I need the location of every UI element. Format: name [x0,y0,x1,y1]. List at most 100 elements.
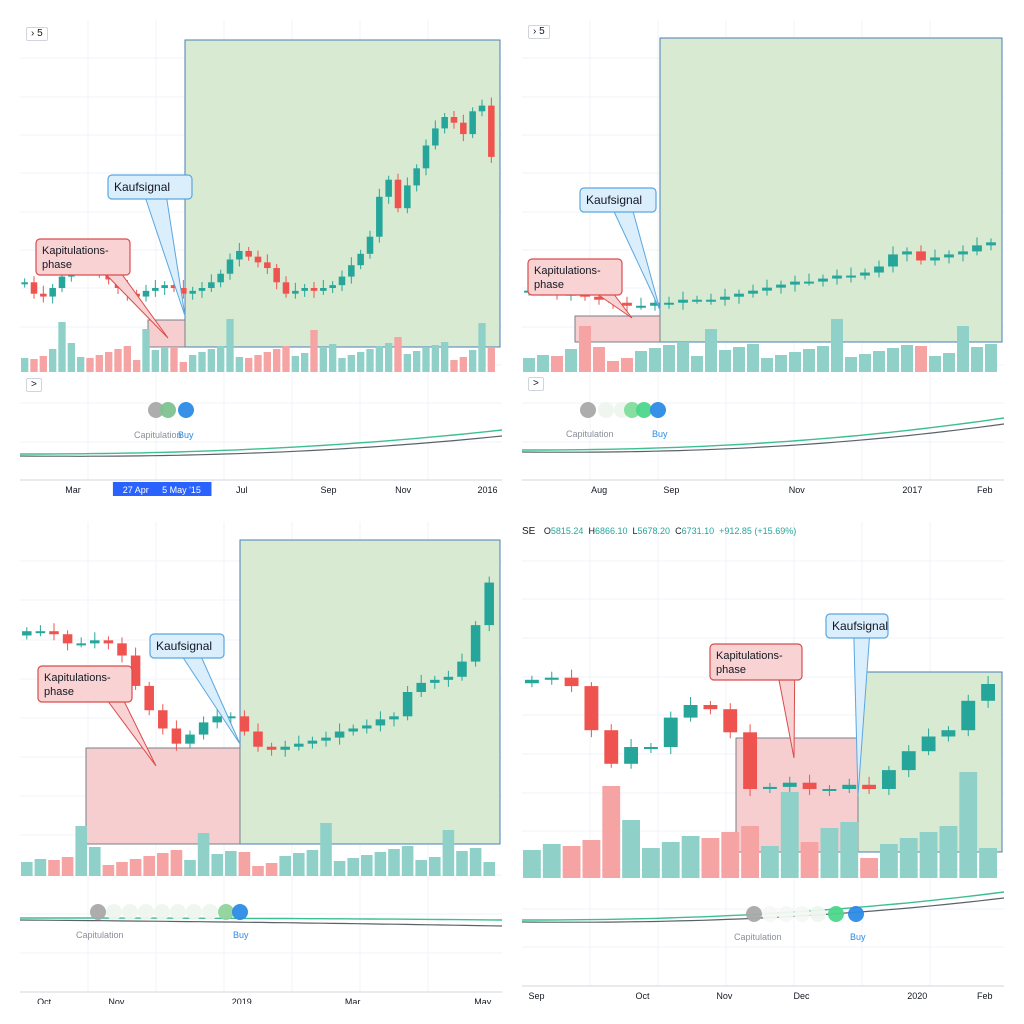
volume-bar [329,344,337,372]
x-tick-label: Nov [789,485,806,495]
ohlc-low: 5678.20 [637,526,671,536]
kaufsignal-callout [579,187,657,213]
indicator-dot [170,904,186,920]
indicator-dot [762,906,778,922]
volume-bar [733,347,745,372]
volume-bar [761,846,779,878]
volume-bar [226,319,234,372]
kapitulation-text-line1: Kapitulations- [716,650,783,662]
candle-body [484,582,494,626]
interval-badge-tl[interactable]: › 5 [26,27,48,41]
interval-badge-tr[interactable]: › 5 [528,25,550,39]
candle-body [217,273,224,283]
indicator-dot [794,906,810,922]
indicator-dot [154,904,170,920]
volume-bar [761,358,773,372]
x-tick-label: Sep [663,485,679,495]
volume-bar [116,862,128,876]
kaufsignal-text: Kaufsignal [586,193,642,207]
candle-body [144,685,154,711]
collapse-badge-tr[interactable]: > [528,377,544,391]
volume-bar [487,348,495,372]
candle-body [264,262,271,269]
candle-body [972,245,982,252]
volume-bar [58,322,66,372]
volume-bar [800,842,819,878]
x-tick-highlight [151,482,212,496]
indicator-dot [828,906,844,922]
volume-bar [415,860,427,876]
candle-body [348,265,355,277]
candle-body [130,655,141,686]
indicator-dot [232,904,248,920]
volume-bar [607,361,619,372]
volume-bar [338,358,346,372]
candle-body [103,640,114,644]
volume-bar [225,851,237,876]
chart-panel-bl: Capitulation Buy Kaufsignal Kapitulations-p… [20,522,502,1004]
volume-bar [361,855,373,876]
candle-body [239,716,250,732]
x-tick-label: 27 Apr '15 [123,485,163,495]
candle-body [692,299,702,302]
volume-bar [845,357,857,372]
candle-body [622,302,632,306]
volume-bar [211,854,223,876]
candle-body [488,105,495,157]
candle-body [544,677,559,680]
volume-bar [49,349,57,372]
volume-bar [775,355,787,372]
candle-body [266,746,277,750]
capitulation-zone [85,747,241,845]
volume-bar [429,857,441,876]
volume-bar [681,836,700,878]
volume-bar [642,848,660,878]
indicator-dot [218,904,234,920]
candle-body [40,293,47,297]
candle-body [226,716,236,719]
volume-bar [859,354,871,372]
indicator-dot [598,402,614,418]
kapitulation-text-line2: phase [716,664,746,676]
volume-bar [279,856,291,876]
volume-bar [929,356,941,372]
kaufsignal-text: Kaufsignal [832,619,888,633]
candle-body [334,731,345,738]
volume-bar [523,850,541,878]
candle-body [430,679,440,683]
volume-bar [333,861,346,876]
volume-bar [170,850,183,876]
collapse-badge-tl[interactable]: > [26,378,42,392]
candle-body [307,740,318,744]
x-tick-label: Feb [977,485,993,495]
volume-bar [273,349,281,372]
candle-body [30,282,38,294]
volume-bar [542,844,561,878]
capitulation-label: Capitulation [134,430,182,440]
candle-body [292,290,299,294]
candle-body [944,254,954,258]
candle-body [663,717,678,747]
volume-bar [478,323,486,372]
volume-bar [523,358,535,372]
volume-bar [431,345,439,372]
volume-bar [450,360,458,372]
candle-body [460,122,467,135]
volume-bar [207,349,215,372]
volume-bar [483,862,495,876]
volume-bar [442,830,455,876]
volume-bar [747,344,759,372]
volume-bar [957,326,969,372]
volume-bar [593,347,605,372]
indicator-dot [746,906,762,922]
volume-bar [301,353,309,372]
indicator-line-fast [20,917,502,921]
volume-bar [469,848,482,876]
kapitulation-pointer [105,274,169,339]
volume-bar [441,342,449,372]
candle-body [212,716,222,723]
volume-bar [537,355,549,372]
candle-body [881,770,896,789]
candle-body [35,631,46,634]
candle-body [366,236,374,254]
